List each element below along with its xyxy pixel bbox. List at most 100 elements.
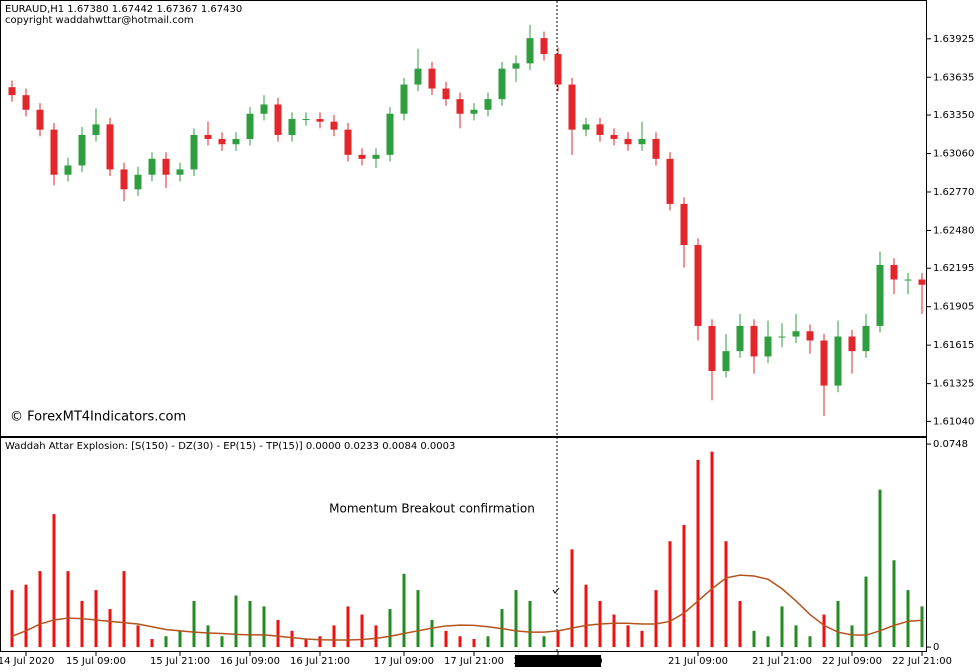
candle-body	[624, 138, 632, 145]
x-tick-label: 15 Jul 21:00	[150, 656, 210, 667]
bar	[486, 636, 490, 648]
candle-body	[484, 99, 492, 110]
bar	[80, 600, 84, 648]
bar	[808, 636, 812, 648]
candle-body	[414, 68, 422, 85]
x-label-highlight	[515, 655, 601, 667]
bar	[766, 636, 770, 648]
y-tick-label: 1.63350	[933, 110, 974, 121]
y-tick-label: 1.62480	[933, 225, 974, 236]
x-tick-label: 22 Jul 21:00	[892, 656, 952, 667]
bar	[164, 636, 168, 648]
bar	[458, 636, 462, 648]
candle-body	[610, 134, 618, 139]
bar	[122, 571, 126, 648]
bar	[752, 630, 756, 648]
y-tick-label: 1.61040	[933, 416, 974, 427]
candle-body	[176, 169, 184, 175]
candle-body	[750, 325, 758, 357]
candle-body	[22, 95, 30, 110]
bar	[696, 459, 700, 648]
bar	[444, 630, 448, 648]
candle-body	[596, 124, 604, 135]
bar	[192, 600, 196, 648]
x-tick-label: 14 Jul 2020	[0, 656, 54, 667]
bar	[892, 560, 896, 648]
y-tick-label: 1.62195	[933, 263, 974, 274]
chart-subtitle: copyright waddahwttar@hotmail.com	[5, 15, 194, 26]
candle-body	[274, 104, 282, 135]
bar	[360, 614, 364, 648]
bar	[584, 584, 588, 648]
candle-body	[918, 279, 926, 285]
y-tick-label: 1.61325	[933, 379, 974, 390]
candle-body	[470, 109, 478, 114]
candle-body	[92, 124, 100, 135]
bar	[654, 590, 658, 648]
y-tick-label: 1.63635	[933, 72, 974, 83]
candle-body	[554, 54, 562, 85]
candle-body	[680, 203, 688, 246]
y-tick-label: 1.62770	[933, 187, 974, 198]
x-tick-label: 17 Jul 21:00	[444, 656, 504, 667]
candle-body	[652, 138, 660, 159]
bar	[794, 625, 798, 648]
x-tick-label: 21 Jul 21:00	[752, 656, 812, 667]
candle-body	[372, 154, 380, 159]
indicator-title: Waddah Attar Explosion: [S(150) - DZ(30)…	[5, 441, 455, 452]
y-tick-label: 1.61615	[933, 340, 974, 351]
bar	[822, 614, 826, 648]
candle-body	[498, 68, 506, 100]
candle-body	[288, 119, 296, 135]
candle-body	[694, 245, 702, 326]
candle-body	[442, 88, 450, 100]
bar	[710, 451, 714, 648]
candle-body	[456, 99, 464, 114]
candle-body	[358, 154, 366, 159]
candle-body	[736, 325, 744, 352]
bar	[640, 630, 644, 648]
bar	[206, 625, 210, 648]
candle-body	[120, 169, 128, 190]
candle-body	[876, 264, 884, 326]
bar	[66, 571, 70, 648]
bar	[108, 609, 112, 648]
candle-body	[708, 325, 716, 372]
bar	[94, 590, 98, 648]
bar	[430, 619, 434, 648]
candle-body	[904, 279, 912, 281]
bar	[542, 636, 546, 648]
candle-body	[568, 84, 576, 130]
bar	[570, 549, 574, 648]
bar	[262, 606, 266, 648]
bar	[234, 595, 238, 648]
annotation: Momentum Breakout confirmation	[329, 502, 535, 516]
x-tick-label: 16 Jul 09:00	[220, 656, 280, 667]
candle-body	[386, 113, 394, 155]
candle-body	[848, 336, 856, 352]
bar	[668, 541, 672, 648]
candle-body	[540, 38, 548, 55]
x-tick-label: 22 Jul 09:00	[822, 656, 882, 667]
x-tick-label: 2020.07.20 14:00	[513, 656, 602, 667]
candle-body	[50, 129, 58, 175]
candle-body	[302, 119, 310, 121]
candle-body	[218, 138, 226, 145]
bar	[10, 590, 14, 648]
candle-body	[232, 138, 240, 145]
y-tick-label: 0.0748	[933, 439, 968, 450]
x-tick-label: 21 Jul 09:00	[668, 656, 728, 667]
cursor-icon	[552, 587, 560, 594]
candle-body	[8, 87, 16, 96]
bar	[626, 625, 630, 648]
bar	[150, 638, 154, 648]
bar	[374, 625, 378, 648]
candle-body	[36, 109, 44, 130]
bar	[290, 630, 294, 648]
candle-body	[190, 134, 198, 170]
bar	[220, 636, 224, 648]
chart-title: EURAUD,H1 1.67380 1.67442 1.67367 1.6743…	[5, 4, 242, 15]
bar	[178, 630, 182, 648]
candle-body	[148, 158, 156, 175]
